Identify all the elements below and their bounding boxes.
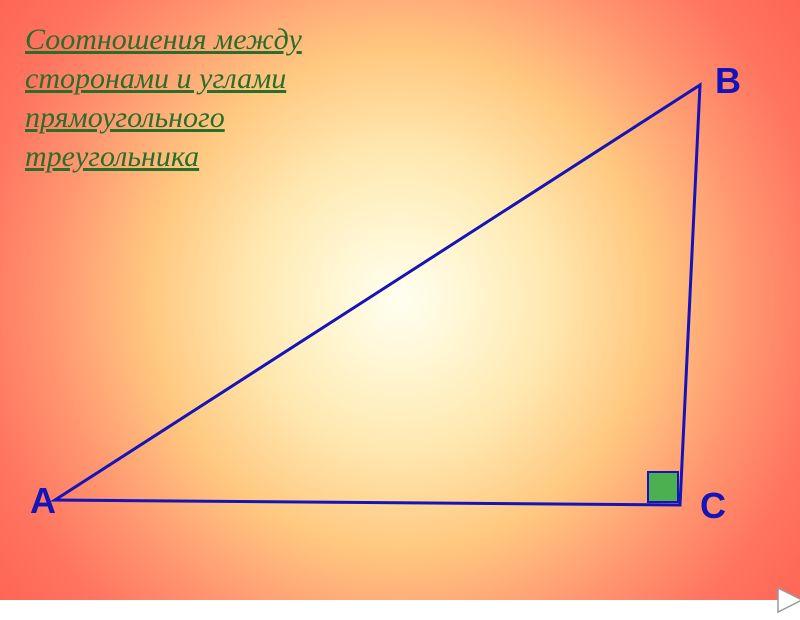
vertex-label-b: B [715,60,741,102]
title-line-3: прямоугольного [25,101,225,134]
right-angle-marker [648,472,678,502]
title-line-1: Соотношения между [25,23,302,56]
title-line-4: треугольника [25,140,199,173]
vertex-label-c: C [700,485,726,527]
vertex-label-a: A [30,480,56,522]
slide-title: Соотношения между сторонами и углами пря… [25,20,302,176]
title-line-2: сторонами и углами [25,62,286,95]
